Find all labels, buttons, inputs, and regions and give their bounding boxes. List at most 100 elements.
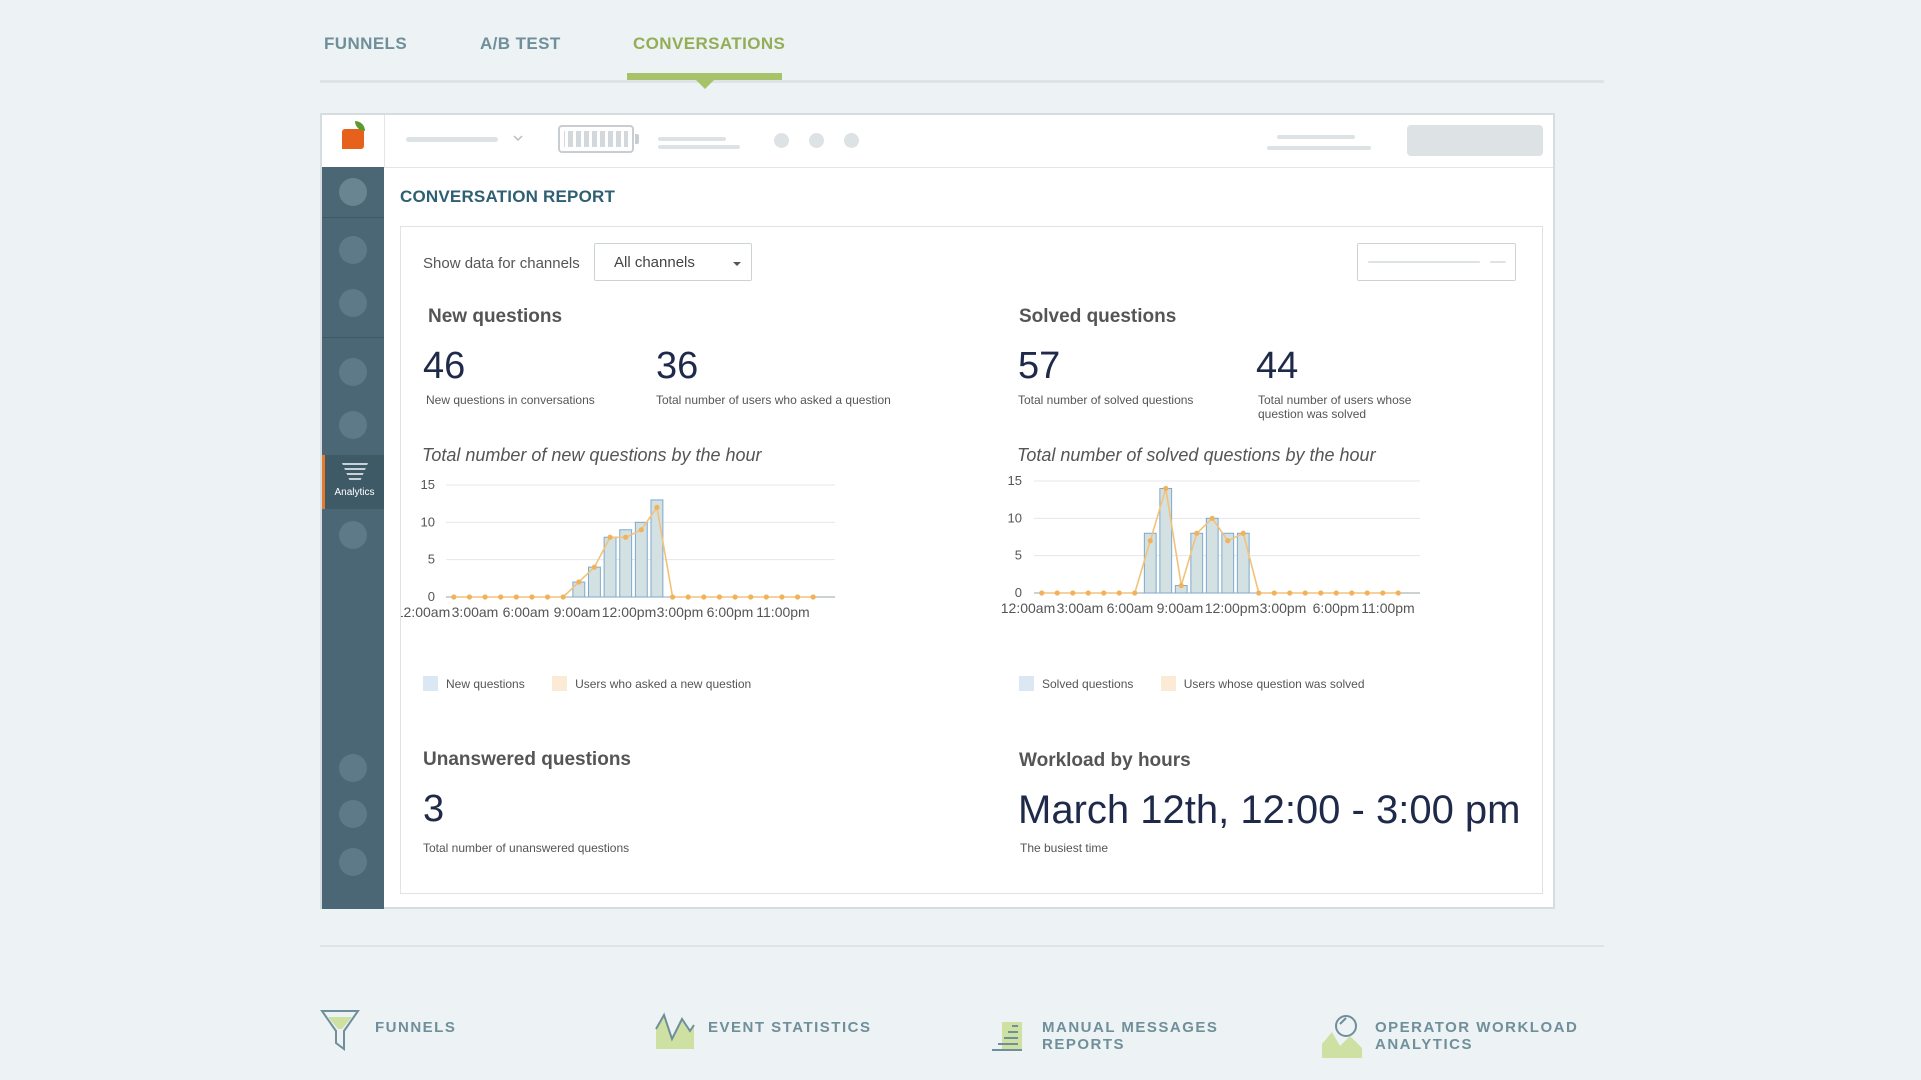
- legend-item-solved-questions[interactable]: Solved questions: [1019, 676, 1133, 691]
- solved-questions-chart: 0 5 10 15 12:00am 3:00am 6:00am 9:00am 12:00pm 3:…: [1001, 475, 1420, 616]
- line-point: [623, 534, 629, 540]
- sidebar-item-icon[interactable]: [339, 358, 367, 386]
- y-tick-label: 10: [1008, 510, 1022, 525]
- topbar-placeholder-line: [1277, 135, 1355, 139]
- legend-item-new-questions[interactable]: New questions: [423, 676, 525, 691]
- x-tick-label: 12:00pm: [602, 604, 656, 620]
- topbar-placeholder-line: [658, 145, 740, 149]
- line-point: [1395, 590, 1401, 596]
- channel-filter-label: Show data for channels: [423, 255, 580, 272]
- line-point: [810, 594, 816, 600]
- y-tick-label: 0: [1015, 585, 1022, 600]
- line-point: [763, 594, 769, 600]
- logo-cell: [322, 115, 385, 167]
- feature-link-manual-messages-reports[interactable]: MANUAL MESSAGES REPORTS: [1042, 1019, 1219, 1053]
- app-topbar: [322, 115, 1553, 168]
- new-questions-legend: New questions Users who asked a new ques…: [423, 676, 751, 691]
- legend-swatch: [1160, 676, 1176, 691]
- legend-swatch: [1019, 676, 1034, 691]
- legend-label: New questions: [446, 677, 525, 691]
- line-point: [560, 594, 566, 600]
- legend-item-users-solved[interactable]: Users whose question was solved: [1160, 676, 1365, 691]
- sidebar-item-analytics[interactable]: Analytics: [322, 455, 384, 509]
- x-tick-label: 9:00am: [554, 604, 601, 620]
- feature-link-event-statistics[interactable]: EVENT STATISTICS: [708, 1019, 872, 1036]
- line-point: [544, 594, 551, 600]
- channel-select-value: All channels: [614, 254, 695, 271]
- new-questions-chart-title: Total number of new questions by the hou…: [422, 445, 762, 465]
- status-dot-icon[interactable]: [809, 133, 824, 148]
- line-point: [1147, 538, 1153, 544]
- top-tabs: FUNNELS A/B TEST CONVERSATIONS: [320, 22, 1604, 89]
- sidebar-item-icon[interactable]: [339, 521, 367, 549]
- sidebar-item-icon[interactable]: [339, 178, 367, 206]
- y-tick-label: 10: [421, 514, 435, 529]
- bottom-divider: [320, 945, 1604, 947]
- sidebar-item-icon[interactable]: [339, 754, 367, 782]
- unanswered-count: 3: [423, 788, 445, 830]
- line-point: [1085, 590, 1091, 596]
- status-dot-icon[interactable]: [774, 133, 789, 148]
- project-selector-placeholder[interactable]: [406, 137, 498, 142]
- sidebar-item-icon[interactable]: [339, 411, 367, 439]
- line-point: [748, 594, 754, 600]
- line-point: [1116, 590, 1122, 596]
- date-range-placeholder: [1490, 261, 1506, 263]
- solved-questions-legend: Solved questions Users whose question wa…: [1019, 676, 1365, 691]
- x-tick-label: 11:00pm: [1361, 600, 1414, 616]
- chart-bar: [634, 521, 648, 598]
- series-line: [453, 506, 814, 598]
- feature-link-operator-workload-analytics[interactable]: OPERATOR WORKLOAD ANALYTICS: [1375, 1019, 1579, 1053]
- line-point: [779, 594, 785, 600]
- line-point: [529, 594, 535, 600]
- legend-item-users-asked[interactable]: Users who asked a new question: [552, 676, 752, 691]
- tab-conversations[interactable]: CONVERSATIONS: [633, 34, 786, 53]
- line-point: [1178, 582, 1184, 589]
- solved-questions-users-count: 44: [1256, 345, 1299, 387]
- legend-label: Users who asked a new question: [575, 677, 752, 691]
- line-point: [576, 579, 582, 585]
- funnel-icon: [320, 1010, 360, 1051]
- tab-funnels[interactable]: FUNNELS: [324, 34, 408, 53]
- line-point: [1225, 538, 1231, 544]
- channel-select[interactable]: All channels: [594, 243, 752, 281]
- legend-label: Users whose question was solved: [1183, 677, 1365, 691]
- line-point: [451, 594, 457, 600]
- date-range-picker[interactable]: [1357, 243, 1516, 281]
- line-point: [1132, 590, 1138, 596]
- messages-report-icon: [992, 1022, 1022, 1051]
- operator-workload-icon: [1322, 1015, 1362, 1058]
- chart-bar: [1205, 517, 1219, 594]
- line-point: [1302, 590, 1308, 596]
- line-point: [498, 594, 504, 600]
- line-point: [1318, 590, 1324, 596]
- new-questions-count-label: New questions in conversations: [426, 393, 595, 407]
- status-dot-icon[interactable]: [844, 133, 859, 148]
- x-tick-label: 11:00pm: [756, 604, 809, 620]
- line-point: [638, 527, 644, 533]
- carrot-logo-icon: [342, 121, 365, 149]
- sidebar-item-icon[interactable]: [339, 800, 367, 828]
- sidebar-item-icon[interactable]: [339, 236, 367, 264]
- date-range-placeholder: [1368, 261, 1480, 263]
- tab-ab-test[interactable]: A/B TEST: [480, 34, 561, 53]
- line-point: [669, 594, 676, 600]
- battery-icon: [558, 125, 639, 153]
- sidebar-divider: [322, 337, 384, 338]
- active-tab-indicator: [627, 73, 782, 80]
- chevron-down-icon[interactable]: [513, 135, 523, 143]
- busiest-time-value: March 12th, 12:00 - 3:00 pm: [1018, 788, 1521, 832]
- line-point: [1271, 590, 1277, 596]
- page-title: CONVERSATION REPORT: [400, 187, 616, 206]
- topbar-button-placeholder[interactable]: [1407, 125, 1543, 156]
- sidebar-item-icon[interactable]: [339, 848, 367, 876]
- sidebar-item-icon[interactable]: [339, 289, 367, 317]
- line-point: [513, 594, 519, 600]
- y-tick-label: 5: [1015, 548, 1022, 563]
- caret-down-icon: [733, 262, 741, 266]
- line-point: [1364, 590, 1370, 596]
- new-questions-users-count: 36: [656, 345, 699, 387]
- feature-link-funnels[interactable]: FUNNELS: [375, 1019, 457, 1036]
- analytics-funnel-icon: [342, 463, 368, 481]
- new-questions-chart: 0 5 10 15 12:00am 3:00am 6:00am 9:00am 12:00pm 3:…: [401, 477, 835, 620]
